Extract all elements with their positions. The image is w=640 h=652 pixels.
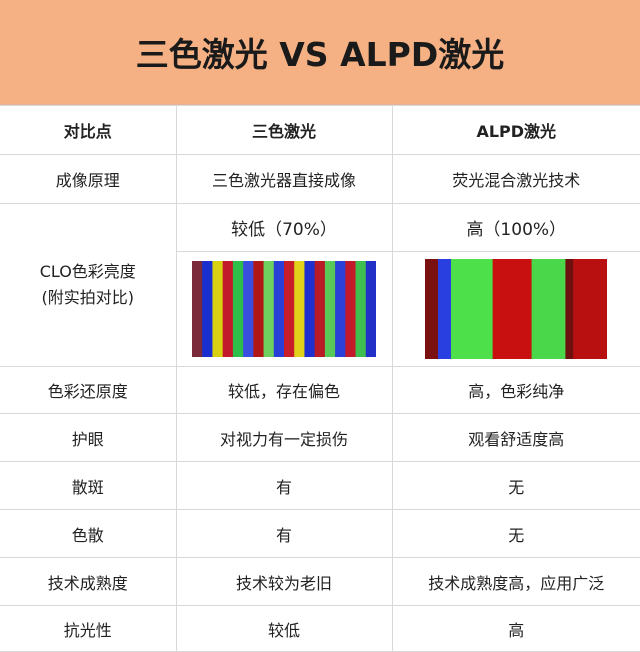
color-stripe	[304, 261, 316, 357]
color-stripe	[324, 261, 336, 357]
row-label: 抗光性	[0, 605, 177, 652]
table-row: 色散 有 无	[0, 509, 640, 558]
tri-laser-value: 对视力有一定损伤	[175, 413, 393, 462]
page-title: 三色激光 VS ALPD激光	[0, 0, 640, 105]
color-stripe	[355, 261, 367, 357]
table-row: 散斑 有 无	[0, 461, 640, 510]
tri-laser-value: 技术较为老旧	[175, 557, 393, 606]
tri-laser-value: 有	[175, 509, 393, 558]
alpd-value: 无	[391, 461, 640, 510]
alpd-value: 高	[391, 605, 640, 652]
color-stripe	[294, 261, 306, 357]
color-stripe	[365, 261, 376, 357]
alpd-photo	[425, 259, 608, 359]
row-label: 护眼	[0, 413, 177, 462]
row-label-brightness: CLO色彩亮度 (附实拍对比)	[0, 203, 177, 367]
row-label: 色彩还原度	[0, 366, 177, 414]
tri-laser-value: 有	[175, 461, 393, 510]
row-label: 色散	[0, 509, 177, 558]
row-label: 技术成熟度	[0, 557, 177, 606]
alpd-photo-cell	[391, 251, 640, 367]
color-stripe	[573, 259, 608, 359]
tri-laser-value: 较低，存在偏色	[175, 366, 393, 414]
tri-laser-photo	[192, 261, 376, 357]
alpd-value: 荧光混合激光技术	[391, 154, 640, 204]
table-row: 护眼 对视力有一定损伤 观看舒适度高	[0, 413, 640, 462]
color-stripe	[345, 261, 357, 357]
color-stripe	[451, 259, 494, 359]
alpd-value: 高（100%）	[391, 203, 640, 252]
table-row-photos	[0, 251, 640, 367]
alpd-value: 技术成熟度高，应用广泛	[391, 557, 640, 606]
tri-laser-value: 较低	[175, 605, 393, 652]
table-row: CLO色彩亮度 (附实拍对比) 较低（70%） 高（100%）	[0, 203, 640, 367]
table-row: 技术成熟度 技术较为老旧 技术成熟度高，应用广泛	[0, 557, 640, 606]
color-stripe	[438, 259, 452, 359]
header-cell-aspect: 对比点	[0, 105, 177, 155]
comparison-table: 对比点 三色激光 ALPD激光 成像原理 三色激光器直接成像 荧光混合激光技术 …	[0, 105, 640, 652]
header-cell-tri-laser: 三色激光	[175, 105, 393, 155]
color-stripe	[192, 261, 203, 357]
color-stripe	[202, 261, 214, 357]
tri-laser-value: 三色激光器直接成像	[175, 154, 393, 204]
table-row: 成像原理 三色激光器直接成像 荧光混合激光技术	[0, 154, 640, 204]
color-stripe	[531, 259, 567, 359]
color-stripe	[212, 261, 224, 357]
color-stripe	[314, 261, 326, 357]
row-label: 成像原理	[0, 154, 177, 204]
row-label: 散斑	[0, 461, 177, 510]
alpd-value: 高，色彩纯净	[391, 366, 640, 414]
alpd-value: 观看舒适度高	[391, 413, 640, 462]
color-stripe	[425, 259, 439, 359]
color-stripe	[232, 261, 244, 357]
alpd-value: 无	[391, 509, 640, 558]
row-label-line1: CLO色彩亮度	[39, 262, 136, 281]
row-label-line2: (附实拍对比)	[41, 288, 135, 307]
color-stripe	[243, 261, 254, 357]
color-stripe	[263, 261, 275, 357]
table-row: 抗光性 较低 高	[0, 605, 640, 652]
color-stripe	[565, 259, 575, 359]
tri-laser-photo-cell	[175, 251, 393, 367]
color-stripe	[284, 261, 295, 357]
color-stripe	[492, 259, 533, 359]
tri-laser-value: 较低（70%）	[175, 203, 393, 252]
color-stripe	[222, 261, 234, 357]
table-row: 色彩还原度 较低，存在偏色 高，色彩纯净	[0, 366, 640, 414]
color-stripe	[335, 261, 346, 357]
table-header-row: 对比点 三色激光 ALPD激光	[0, 105, 640, 155]
color-stripe	[253, 261, 265, 357]
header-cell-alpd: ALPD激光	[391, 105, 640, 155]
color-stripe	[273, 261, 285, 357]
